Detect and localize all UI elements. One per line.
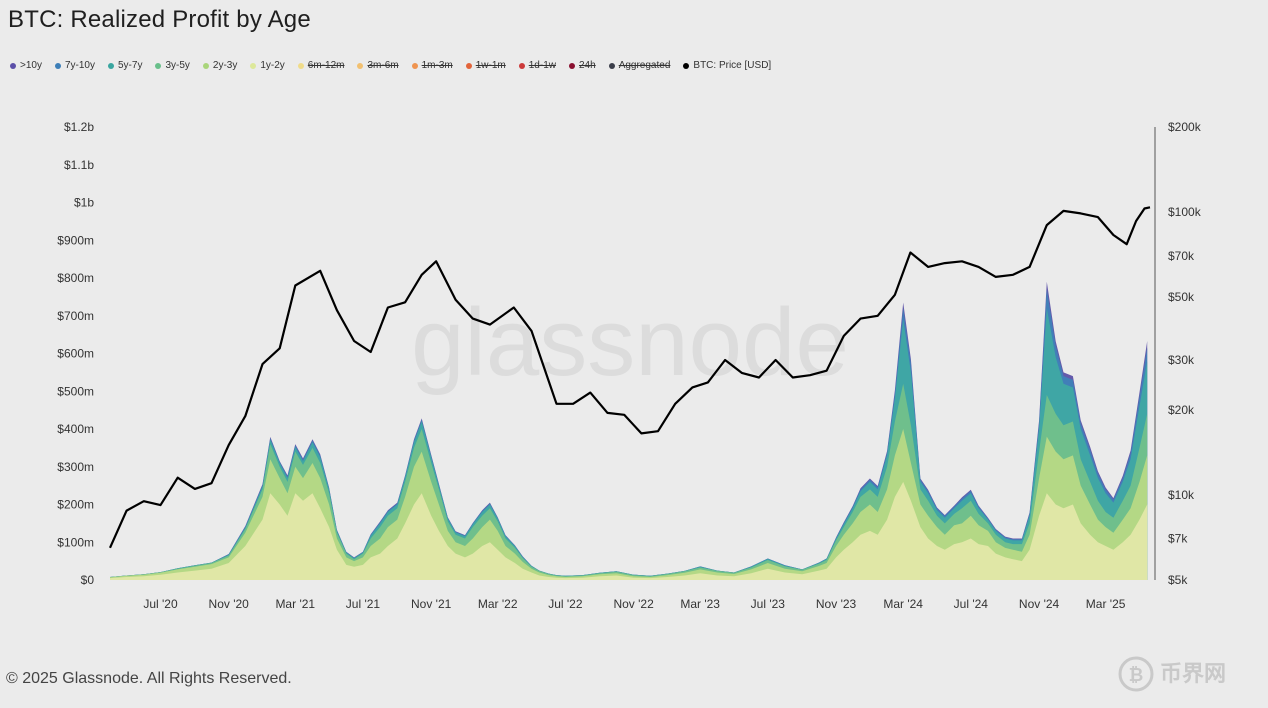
legend-item-1[interactable]: 7y-10y [54,60,95,71]
legend-label-13: BTC: Price [USD] [693,60,772,71]
y-right-tick-5: $50k [1168,290,1195,304]
legend-swatch-10 [518,62,525,69]
y-right-tick-0: $5k [1168,573,1188,587]
x-tick-3: Jul '21 [346,597,381,611]
legend-item-7[interactable]: 3m-6m [357,60,399,71]
y-left-tick-10: $1b [74,196,94,210]
legend-label-8: 1m-3m [421,60,453,71]
x-tick-11: Mar '24 [883,597,923,611]
legend-item-5[interactable]: 1y-2y [250,60,285,71]
legend-label-9: 1w-1m [475,60,506,71]
y-axis-right: $5k $7k $10k $20k $30k $50k $70k $100k $200k [1154,120,1202,587]
legend-label-12: Aggregated [618,60,671,71]
x-tick-0: Jul '20 [143,597,178,611]
legend-label-7: 3m-6m [367,60,399,71]
legend-swatch-2 [107,62,114,69]
legend-label-11: 24h [579,60,596,71]
legend-swatch-0 [10,62,16,69]
legend-label-10: 1d-1w [528,60,556,71]
x-tick-9: Jul '23 [751,597,786,611]
area-series-0 [110,481,1148,580]
legend-swatch-8 [411,62,418,69]
legend-item-6[interactable]: 6m-12m [297,60,345,71]
y-left-tick-3: $300m [57,460,94,474]
legend-swatch-12 [608,62,615,69]
y-right-tick-8: $200k [1168,120,1202,134]
y-left-tick-8: $800m [57,271,94,285]
y-right-tick-4: $30k [1168,353,1195,367]
legend-item-11[interactable]: 24h [569,60,596,71]
y-axis-left: $0 $100m $200m $300m $400m $500m $600m $700m $80… [57,120,94,587]
legend-label-6: 6m-12m [307,60,345,71]
svg-text:₿: ₿ [1129,665,1144,685]
y-left-tick-2: $200m [57,498,94,512]
x-tick-8: Mar '23 [680,597,720,611]
legend-label-1: 7y-10y [64,60,95,71]
legend-item-12[interactable]: Aggregated [608,60,671,71]
copyright-footer: © 2025 Glassnode. All Rights Reserved. [6,670,292,687]
legend-item-13[interactable]: BTC: Price [USD] [683,60,771,71]
x-tick-6: Jul '22 [548,597,583,611]
legend-item-2[interactable]: 5y-7y [107,60,143,71]
x-tick-1: Nov '20 [209,597,250,611]
y-right-tick-3: $20k [1168,403,1195,417]
corner-logo-text: 币界网 [1160,662,1226,687]
series-areas [110,281,1148,580]
x-tick-12: Jul '24 [954,597,989,611]
legend-item-3[interactable]: 3y-5y [155,60,190,71]
page-title: BTC: Realized Profit by Age [8,6,311,33]
coin-icon [1118,656,1154,692]
legend-swatch-13 [683,62,690,69]
legend-swatch-1 [54,62,61,69]
y-left-tick-1: $100m [57,535,94,549]
x-tick-10: Nov '23 [816,597,857,611]
chart-legend: >10y 7y-10y 5y-7y 3y-5y 2y-3y 1y-2y 6m-12m 3m-6… [10,60,784,71]
x-axis: Jul '20 Nov '20 Mar '21 Jul '21 Nov '21 Mar '… [143,597,1125,611]
legend-label-3: 3y-5y [165,60,190,71]
watermark-text: glassnode [411,289,849,396]
y-left-tick-11: $1.1b [64,158,94,172]
y-left-tick-6: $600m [57,347,94,361]
y-right-tick-1: $7k [1168,532,1188,546]
x-tick-14: Mar '25 [1086,597,1126,611]
legend-item-9[interactable]: 1w-1m [465,60,506,71]
y-left-tick-4: $400m [57,422,94,436]
x-tick-2: Mar '21 [275,597,315,611]
legend-item-0[interactable]: >10y [10,60,42,71]
x-tick-7: Nov '22 [613,597,654,611]
legend-item-8[interactable]: 1m-3m [411,60,453,71]
corner-logo: ₿ 币界网 [1118,656,1226,692]
legend-label-0: >10y [20,60,42,71]
legend-item-4[interactable]: 2y-3y [202,60,238,71]
y-right-tick-7: $100k [1168,205,1202,219]
legend-swatch-7 [357,62,364,69]
legend-label-4: 2y-3y [212,60,238,71]
legend-swatch-3 [155,62,162,69]
x-tick-13: Nov '24 [1019,597,1060,611]
y-right-tick-6: $70k [1168,249,1195,263]
legend-swatch-5 [250,62,257,69]
x-tick-5: Mar '22 [478,597,518,611]
y-left-tick-9: $900m [57,233,94,247]
y-left-tick-0: $0 [81,573,95,587]
legend-label-2: 5y-7y [117,60,143,71]
x-tick-4: Nov '21 [411,597,452,611]
price-line [108,206,1151,549]
legend-label-5: 1y-2y [260,60,285,71]
y-left-tick-7: $700m [57,309,94,323]
y-left-tick-5: $500m [57,384,94,398]
price-series [108,206,1151,549]
legend-swatch-11 [569,62,575,69]
legend-item-10[interactable]: 1d-1w [518,60,556,71]
y-left-tick-12: $1.2b [64,120,94,134]
legend-swatch-4 [202,62,209,69]
legend-swatch-9 [465,62,472,69]
legend-swatch-6 [297,62,304,69]
y-right-tick-2: $10k [1168,488,1195,502]
